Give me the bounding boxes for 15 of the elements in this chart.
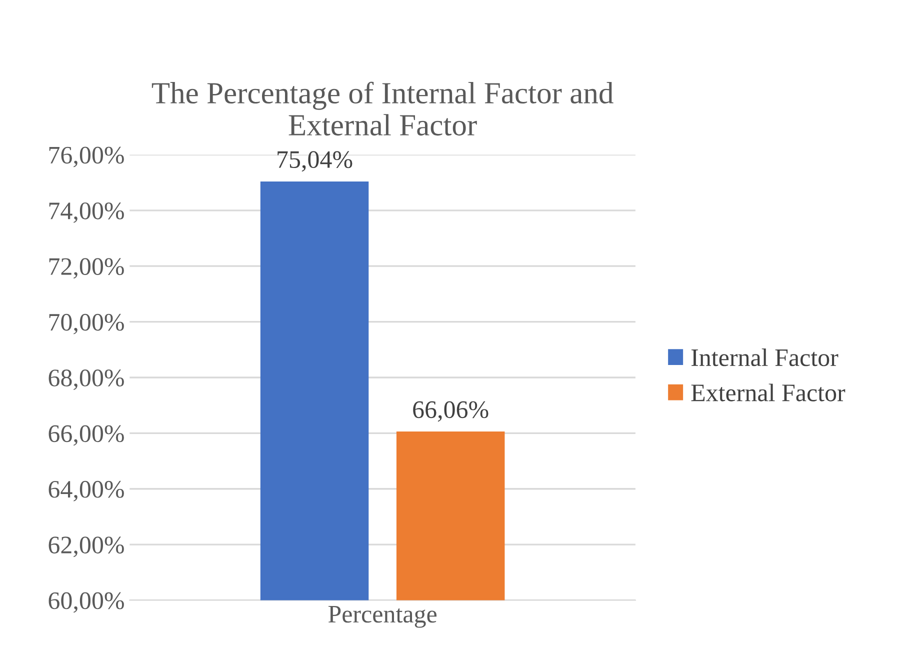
- y-tick-label: 62,00%: [48, 536, 124, 558]
- legend-label: External Factor: [691, 384, 846, 402]
- y-tick-label: 66,00%: [48, 425, 124, 446]
- y-tick-label: 76,00%: [49, 146, 124, 168]
- y-tick-label: 74,00%: [49, 202, 124, 223]
- y-tick-label: 68,00%: [48, 370, 124, 390]
- y-tick-label: 64,00%: [48, 480, 124, 502]
- x-tick-label: Percentage: [328, 606, 437, 628]
- data-label: 66,06%: [413, 401, 488, 422]
- y-tick-label: 70,00%: [49, 314, 124, 334]
- y-tick-label: 72,00%: [49, 258, 124, 279]
- chart-title: The Percentage of Internal Factor and External Factor: [152, 82, 614, 136]
- data-label: 75,04%: [278, 151, 352, 172]
- y-tick-label: 60,00%: [48, 592, 124, 613]
- legend-label: Internal Factor: [691, 348, 838, 366]
